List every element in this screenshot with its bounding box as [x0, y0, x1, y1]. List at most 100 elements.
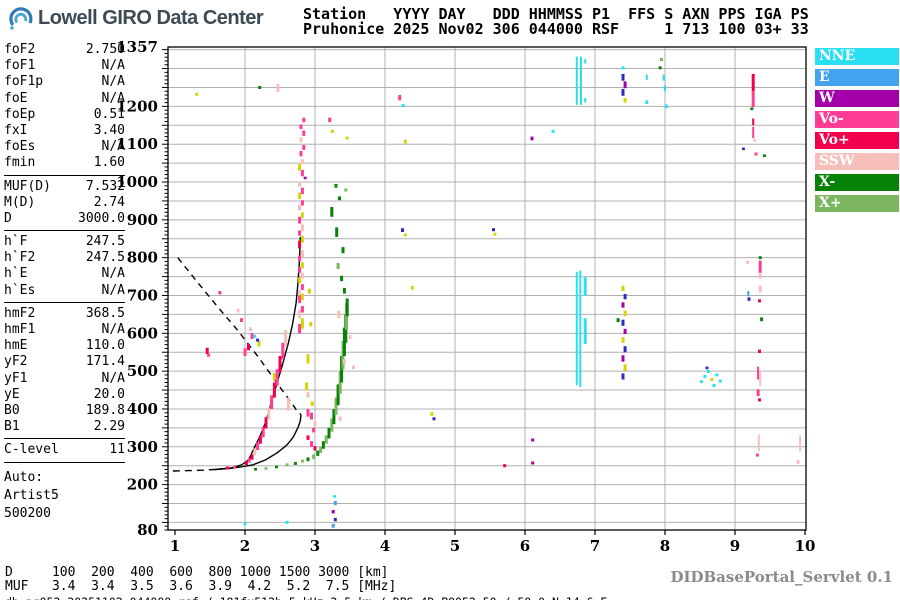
echo-point [293, 461, 297, 465]
echo-point [298, 240, 302, 249]
echo-point [207, 353, 211, 357]
echo-point [312, 427, 316, 433]
y-axis-label: 500 [127, 362, 158, 380]
echo-point [300, 159, 304, 164]
echo-point [751, 73, 755, 92]
echo-point [333, 495, 337, 498]
param-value: N/A [101, 370, 125, 386]
echo-point [300, 262, 304, 269]
param-value: N/A [101, 322, 125, 337]
echo-point [710, 378, 714, 381]
legend-item-w: W [815, 90, 899, 107]
echo-point [264, 417, 268, 429]
echo-point [261, 427, 265, 438]
echo-point [621, 373, 625, 380]
autoscaling-line: Auto: [4, 469, 44, 485]
echo-point [580, 56, 582, 105]
echo-point [300, 212, 304, 218]
param-label: MUF(D) [4, 178, 51, 194]
echo-point [319, 446, 323, 453]
echo-point [623, 98, 627, 103]
echo-point [345, 298, 349, 317]
y-axis-label: 1357 [116, 38, 158, 56]
echo-point [300, 235, 304, 243]
echo-point [300, 306, 304, 313]
y-axis-label: 80 [137, 521, 158, 539]
param-label: hmF1 [4, 322, 36, 337]
echo-point [309, 322, 313, 327]
echo-point [712, 384, 716, 387]
echo-point [503, 464, 507, 468]
echo-point [298, 204, 302, 211]
echo-point [281, 342, 285, 360]
echo-point [298, 255, 302, 262]
servlet-version-label: DIDBasePortal_Servlet 0.1 [670, 568, 893, 586]
echo-point [662, 74, 665, 81]
autoscaling-line: 500200 [4, 505, 51, 521]
echo-point [272, 373, 276, 381]
echo-point [254, 468, 257, 471]
echo-point [342, 287, 346, 294]
echo-point [313, 421, 317, 426]
echo-point [718, 379, 722, 383]
echo-point [331, 523, 335, 528]
echo-color-legend: NNE E W Vo- Vo+ SSW X- X+ [815, 48, 899, 216]
echo-point [432, 417, 436, 421]
echo-point [275, 465, 278, 469]
x-axis-label: 1 [170, 537, 180, 555]
echo-point [195, 92, 199, 96]
echo-point [403, 233, 407, 237]
echo-point [243, 348, 247, 356]
echo-point [750, 107, 754, 111]
param-row: foF1p N/A [4, 74, 125, 90]
echo-point [310, 441, 313, 447]
low-frequency-tail-dashed [172, 468, 215, 472]
param-row: B1 2.29 [4, 419, 125, 435]
param-row: foEs N/A [4, 139, 125, 155]
param-value: N/A [101, 74, 125, 90]
echo-point [300, 318, 304, 329]
echo-point [645, 74, 648, 80]
echo-point [250, 454, 254, 460]
echo-point [300, 284, 304, 290]
echo-point [300, 169, 304, 177]
param-value: 3000.0 [78, 210, 125, 226]
param-value: 247.5 [85, 250, 125, 266]
param-row: foEp 0.51 [4, 107, 125, 123]
echo-point [275, 369, 279, 386]
plot-border [167, 46, 807, 531]
param-label: B0 [4, 402, 20, 418]
echo-point [306, 354, 310, 364]
echo-point [340, 275, 344, 282]
echo-point [747, 291, 750, 297]
echo-point [249, 327, 253, 332]
x-axis-label: 3 [310, 537, 320, 555]
giro-wave-icon [9, 7, 33, 30]
param-value: 110.0 [85, 338, 125, 354]
echo-point [338, 196, 341, 201]
echo-point [298, 295, 302, 304]
echo-point [799, 435, 802, 452]
echo-point [755, 453, 759, 457]
legend-item-xminus: X- [815, 174, 899, 191]
echo-point [345, 303, 348, 330]
param-label: fmin [4, 155, 36, 171]
param-row: fmin 1.60 [4, 155, 125, 171]
header-columns-line: Station YYYY DAY DDD HHMMSS P1 FFS S AXN… [303, 5, 809, 23]
echo-point [752, 118, 755, 126]
echo-point [247, 458, 251, 463]
echo-point [244, 461, 248, 465]
transmission-curve-dashed [177, 257, 302, 415]
echo-point [699, 380, 703, 384]
param-row: h`E N/A [4, 266, 125, 282]
echo-point [257, 340, 261, 347]
legend-item-e: E [815, 69, 899, 86]
echo-point [338, 416, 342, 421]
logo-text: Lowell GIRO Data Center [38, 6, 264, 29]
param-label: yE [4, 386, 20, 402]
echo-point [621, 73, 625, 81]
echo-point [247, 343, 250, 351]
param-value: N/A [101, 282, 125, 298]
echo-point [715, 373, 719, 377]
echo-point [332, 409, 336, 425]
